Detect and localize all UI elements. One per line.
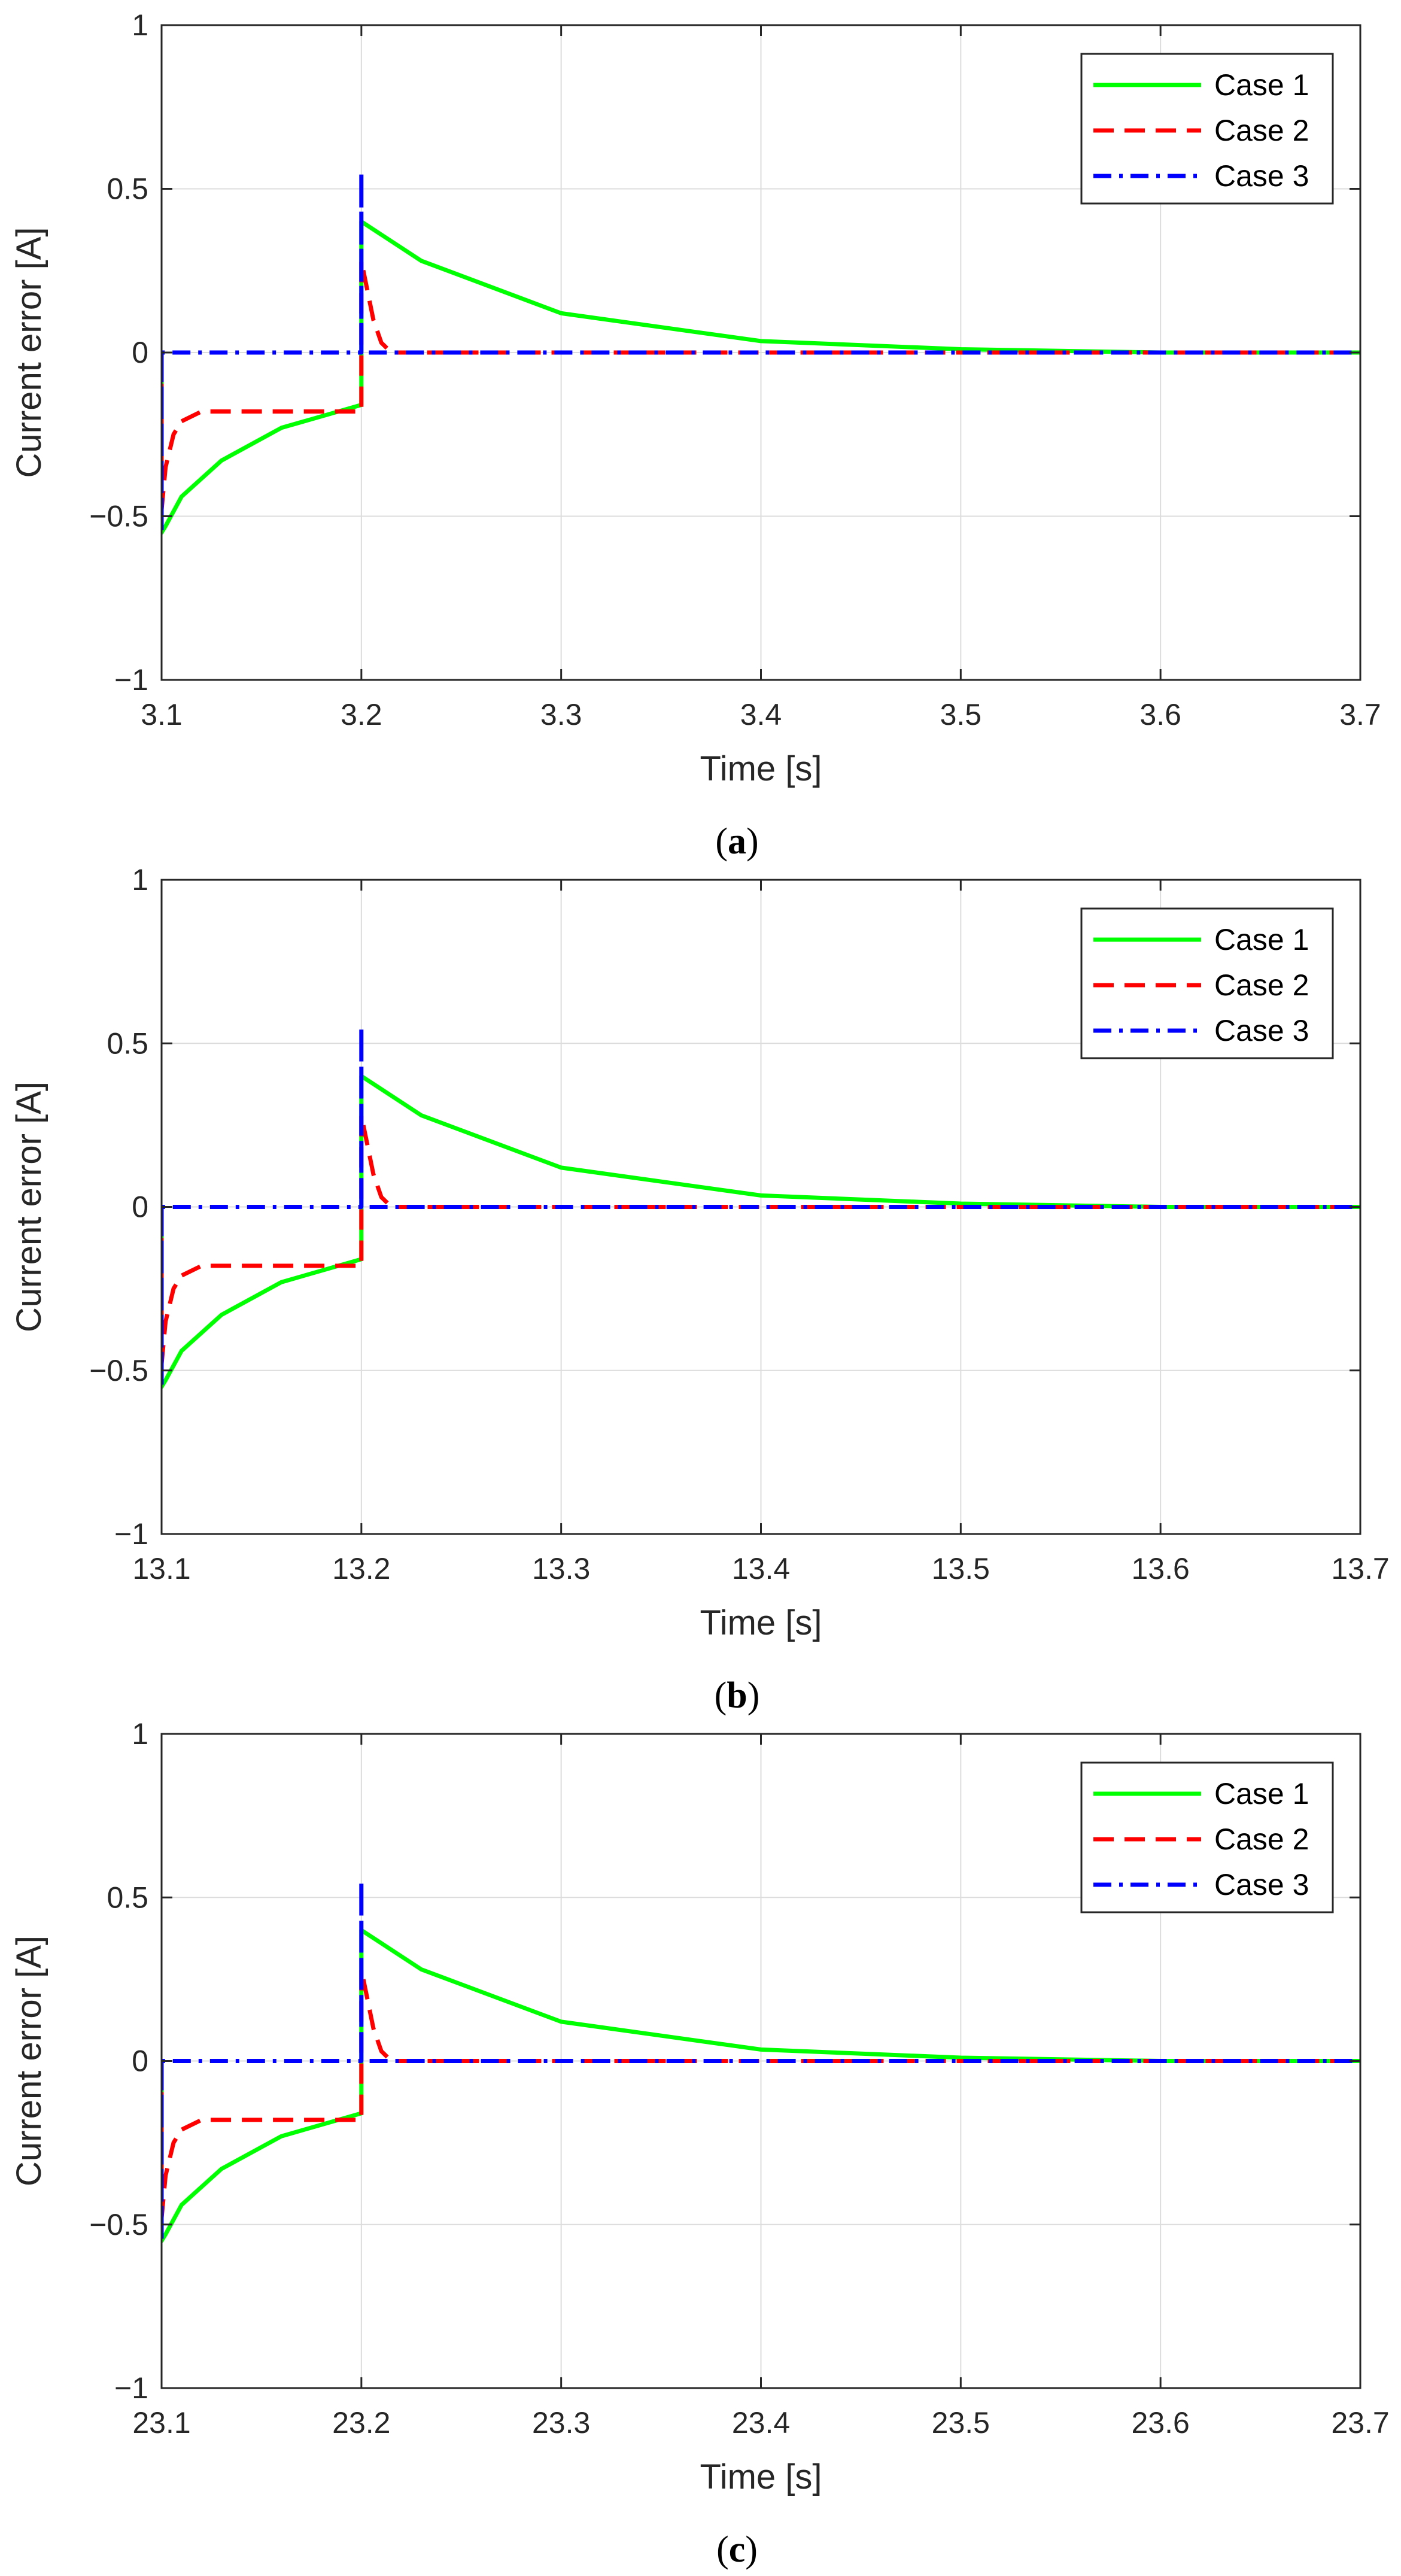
legend-entry: Case 1 <box>1214 68 1309 102</box>
y-axis-label: Current error [A] <box>10 227 48 478</box>
legend-entry: Case 1 <box>1214 923 1309 956</box>
series-line-case-2 <box>162 259 1360 512</box>
x-tick-label: 23.1 <box>132 2406 190 2440</box>
x-tick-label: 13.4 <box>732 1552 790 1585</box>
y-tick-label: −1 <box>114 1517 148 1551</box>
legend: Case 1 Case 2 Case 3 <box>1080 907 1334 1059</box>
x-tick-label: 23.2 <box>332 2406 390 2440</box>
y-axis-label: Current error [A] <box>10 1936 48 2186</box>
legend-entry: Case 3 <box>1214 1014 1309 1047</box>
panel-caption: (b) <box>715 1675 760 1716</box>
panel-caption-letter: c <box>729 2529 746 2570</box>
x-axis-label: Time [s] <box>700 749 822 788</box>
x-tick-label: 13.6 <box>1132 1552 1190 1585</box>
y-tick-label: −1 <box>114 2371 148 2405</box>
y-tick-label: 0.5 <box>107 1881 148 1914</box>
x-tick-label: 23.7 <box>1331 2406 1389 2440</box>
panel-caption: (c) <box>716 2529 758 2570</box>
y-axis-label: Current error [A] <box>10 1082 48 1332</box>
chart-panel-a: 3.1 3.2 3.3 3.4 3.5 3.6 3.7 −1 −0.5 0 0.5 1 Time [s]… <box>10 8 1381 862</box>
x-tick-label: 13.7 <box>1331 1552 1389 1585</box>
x-tick-label: 13.2 <box>332 1552 390 1585</box>
x-tick-label: 23.5 <box>932 2406 990 2440</box>
legend-box <box>1080 53 1334 205</box>
legend-entry: Case 3 <box>1214 159 1309 193</box>
y-tick-label: 0 <box>132 336 148 369</box>
series-group <box>162 170 1360 535</box>
legend-box <box>1080 907 1334 1059</box>
series-group <box>162 1025 1360 1389</box>
x-tick-label: 13.3 <box>532 1552 590 1585</box>
x-tick-label: 23.4 <box>732 2406 790 2440</box>
series-line-case-3 <box>162 170 1360 535</box>
x-tick-label: 3.4 <box>740 698 782 731</box>
legend-entry: Case 2 <box>1214 114 1309 147</box>
x-tick-label: 23.3 <box>532 2406 590 2440</box>
chart-panel-c: 23.1 23.2 23.3 23.4 23.5 23.6 23.7 −1 −0.5 0 0.5 1 T… <box>10 1717 1390 2570</box>
legend-entry: Case 3 <box>1214 1868 1309 1901</box>
x-tick-label: 3.6 <box>1139 698 1181 731</box>
panel-caption-letter: b <box>727 1675 747 1716</box>
x-axis-label: Time [s] <box>700 1603 822 1642</box>
y-tick-label: 0 <box>132 2045 148 2078</box>
x-tick-label: 3.1 <box>141 698 183 731</box>
y-tick-label: −0.5 <box>89 1354 148 1387</box>
x-tick-label: 3.5 <box>940 698 982 731</box>
x-tick-label: 13.5 <box>932 1552 990 1585</box>
x-tick-label: 13.1 <box>132 1552 190 1585</box>
y-tick-label: −0.5 <box>89 500 148 533</box>
legend: Case 1 Case 2 Case 3 <box>1080 53 1334 205</box>
legend-box <box>1080 1761 1334 1913</box>
y-tick-label: −1 <box>114 663 148 697</box>
y-tick-label: 1 <box>132 863 148 897</box>
series-line-case-2 <box>162 1967 1360 2220</box>
y-tick-label: 1 <box>132 1717 148 1751</box>
chart-panel-b: 13.1 13.2 13.3 13.4 13.5 13.6 13.7 −1 −0.5 0 0.5 1 T… <box>10 863 1390 1716</box>
y-tick-label: 0.5 <box>107 1026 148 1060</box>
y-tick-label: 0.5 <box>107 172 148 206</box>
series-line-case-3 <box>162 1879 1360 2243</box>
legend-entry: Case 2 <box>1214 1822 1309 1856</box>
panel-caption: (a) <box>715 821 758 862</box>
x-axis-label: Time [s] <box>700 2457 822 2496</box>
legend-entry: Case 1 <box>1214 1777 1309 1811</box>
x-tick-label: 3.2 <box>341 698 382 731</box>
series-line-case-3 <box>162 1025 1360 1389</box>
series-group <box>162 1879 1360 2243</box>
x-tick-label: 3.7 <box>1339 698 1381 731</box>
series-line-case-2 <box>162 1113 1360 1366</box>
legend-entry: Case 2 <box>1214 968 1309 1002</box>
y-tick-label: −0.5 <box>89 2208 148 2241</box>
y-tick-label: 0 <box>132 1190 148 1224</box>
y-tick-label: 1 <box>132 8 148 42</box>
panel-caption-letter: a <box>728 821 746 862</box>
legend: Case 1 Case 2 Case 3 <box>1080 1761 1334 1913</box>
x-tick-label: 23.6 <box>1132 2406 1190 2440</box>
x-tick-label: 3.3 <box>540 698 582 731</box>
